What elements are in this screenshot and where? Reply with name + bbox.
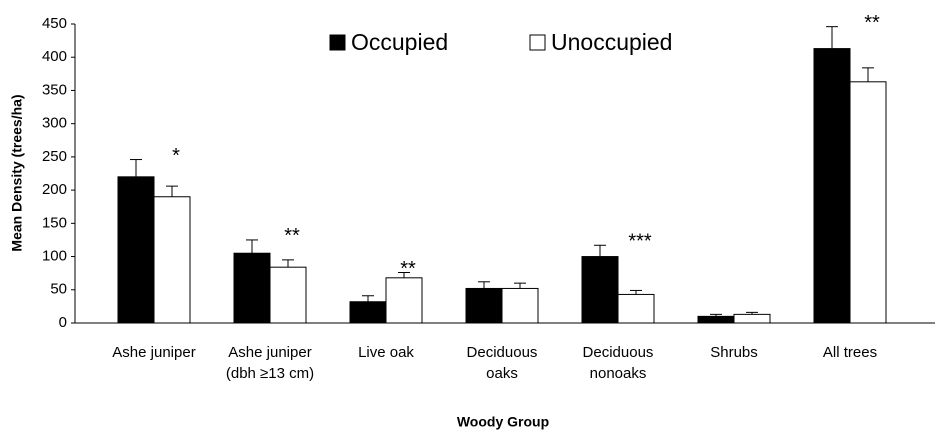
x-tick-label: oaks [486, 365, 518, 382]
legend-swatch [529, 34, 546, 51]
bar [153, 196, 191, 324]
bar [581, 256, 619, 324]
x-tick-label: (dbh ≥13 cm) [226, 365, 314, 382]
y-tick-label: 250 [42, 148, 67, 165]
x-tick-label: Shrubs [710, 344, 758, 361]
y-axis-title: Mean Density (trees/ha) [9, 94, 25, 251]
x-tick-label: Live oak [358, 344, 414, 361]
significance-label: ** [400, 258, 416, 280]
y-tick-label: 50 [50, 281, 67, 298]
bar [733, 313, 771, 324]
y-tick-label: 150 [42, 214, 67, 231]
bar [385, 277, 423, 324]
bar [697, 315, 735, 324]
y-tick-label: 400 [42, 48, 67, 65]
significance-label: ** [284, 225, 300, 247]
y-tick-label: 300 [42, 115, 67, 132]
significance-label: *** [628, 231, 652, 253]
bar [117, 176, 155, 324]
y-tick-label: 200 [42, 181, 67, 198]
x-axis-title: Woody Group [457, 414, 549, 430]
x-tick-label: Ashe juniper [112, 344, 195, 361]
bar [233, 252, 271, 324]
bar [501, 287, 539, 324]
bar [465, 287, 503, 324]
significance-label: * [172, 145, 180, 167]
y-tick-label: 450 [42, 15, 67, 32]
bar [269, 266, 307, 324]
x-tick-label: All trees [823, 344, 877, 361]
legend-label: Unoccupied [551, 29, 672, 55]
x-tick-label: Ashe juniper [228, 344, 311, 361]
bar [617, 293, 655, 324]
bar [813, 48, 851, 324]
legend-swatch [329, 34, 346, 51]
y-tick-label: 0 [59, 314, 67, 331]
significance-label: ** [864, 12, 880, 34]
y-tick-label: 100 [42, 248, 67, 265]
x-tick-label: Deciduous [583, 344, 654, 361]
bar [349, 301, 387, 324]
bar [849, 81, 887, 324]
x-tick-label: nonoaks [590, 365, 647, 382]
y-tick-label: 350 [42, 81, 67, 98]
x-tick-label: Deciduous [467, 344, 538, 361]
legend-label: Occupied [351, 29, 448, 55]
